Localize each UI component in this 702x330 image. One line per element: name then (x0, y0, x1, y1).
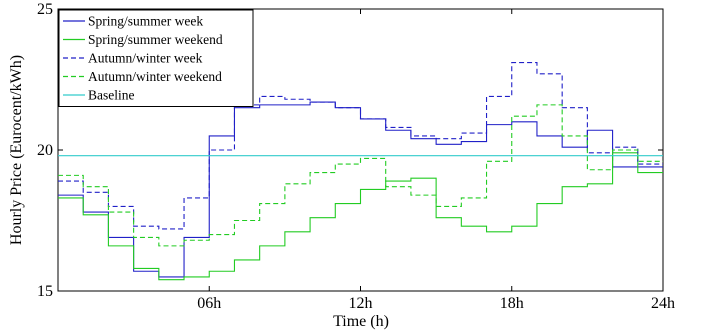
tick-layer: 06h 12h 18h 24h 15 20 25 (37, 1, 675, 312)
series-line-autumn-winter-weekend (58, 104, 663, 247)
legend-label: Spring/summer week (88, 14, 203, 29)
x-tick-label: 06h (197, 295, 221, 312)
legend: Spring/summer week Spring/summer weekend A… (58, 9, 254, 107)
legend-label: Baseline (88, 88, 135, 103)
y-axis-label: Hourly Price (Eurocent/kWh) (8, 55, 25, 245)
series-layer (58, 62, 663, 281)
y-tick-label: 20 (37, 142, 53, 159)
x-axis-label: Time (h) (333, 313, 389, 330)
x-tick-label: 12h (349, 295, 373, 312)
legend-label: Autumn/winter week (88, 51, 203, 66)
series-line-spring-summer-weekend (58, 152, 663, 281)
y-tick-label: 15 (37, 283, 53, 300)
x-tick-label: 18h (500, 295, 524, 312)
legend-box (58, 9, 254, 107)
y-tick-label: 25 (37, 1, 53, 18)
legend-label: Spring/summer weekend (88, 32, 223, 47)
series-line-autumn-winter-week (58, 62, 663, 230)
legend-label: Autumn/winter weekend (88, 69, 222, 84)
x-tick-label: 24h (651, 295, 675, 312)
